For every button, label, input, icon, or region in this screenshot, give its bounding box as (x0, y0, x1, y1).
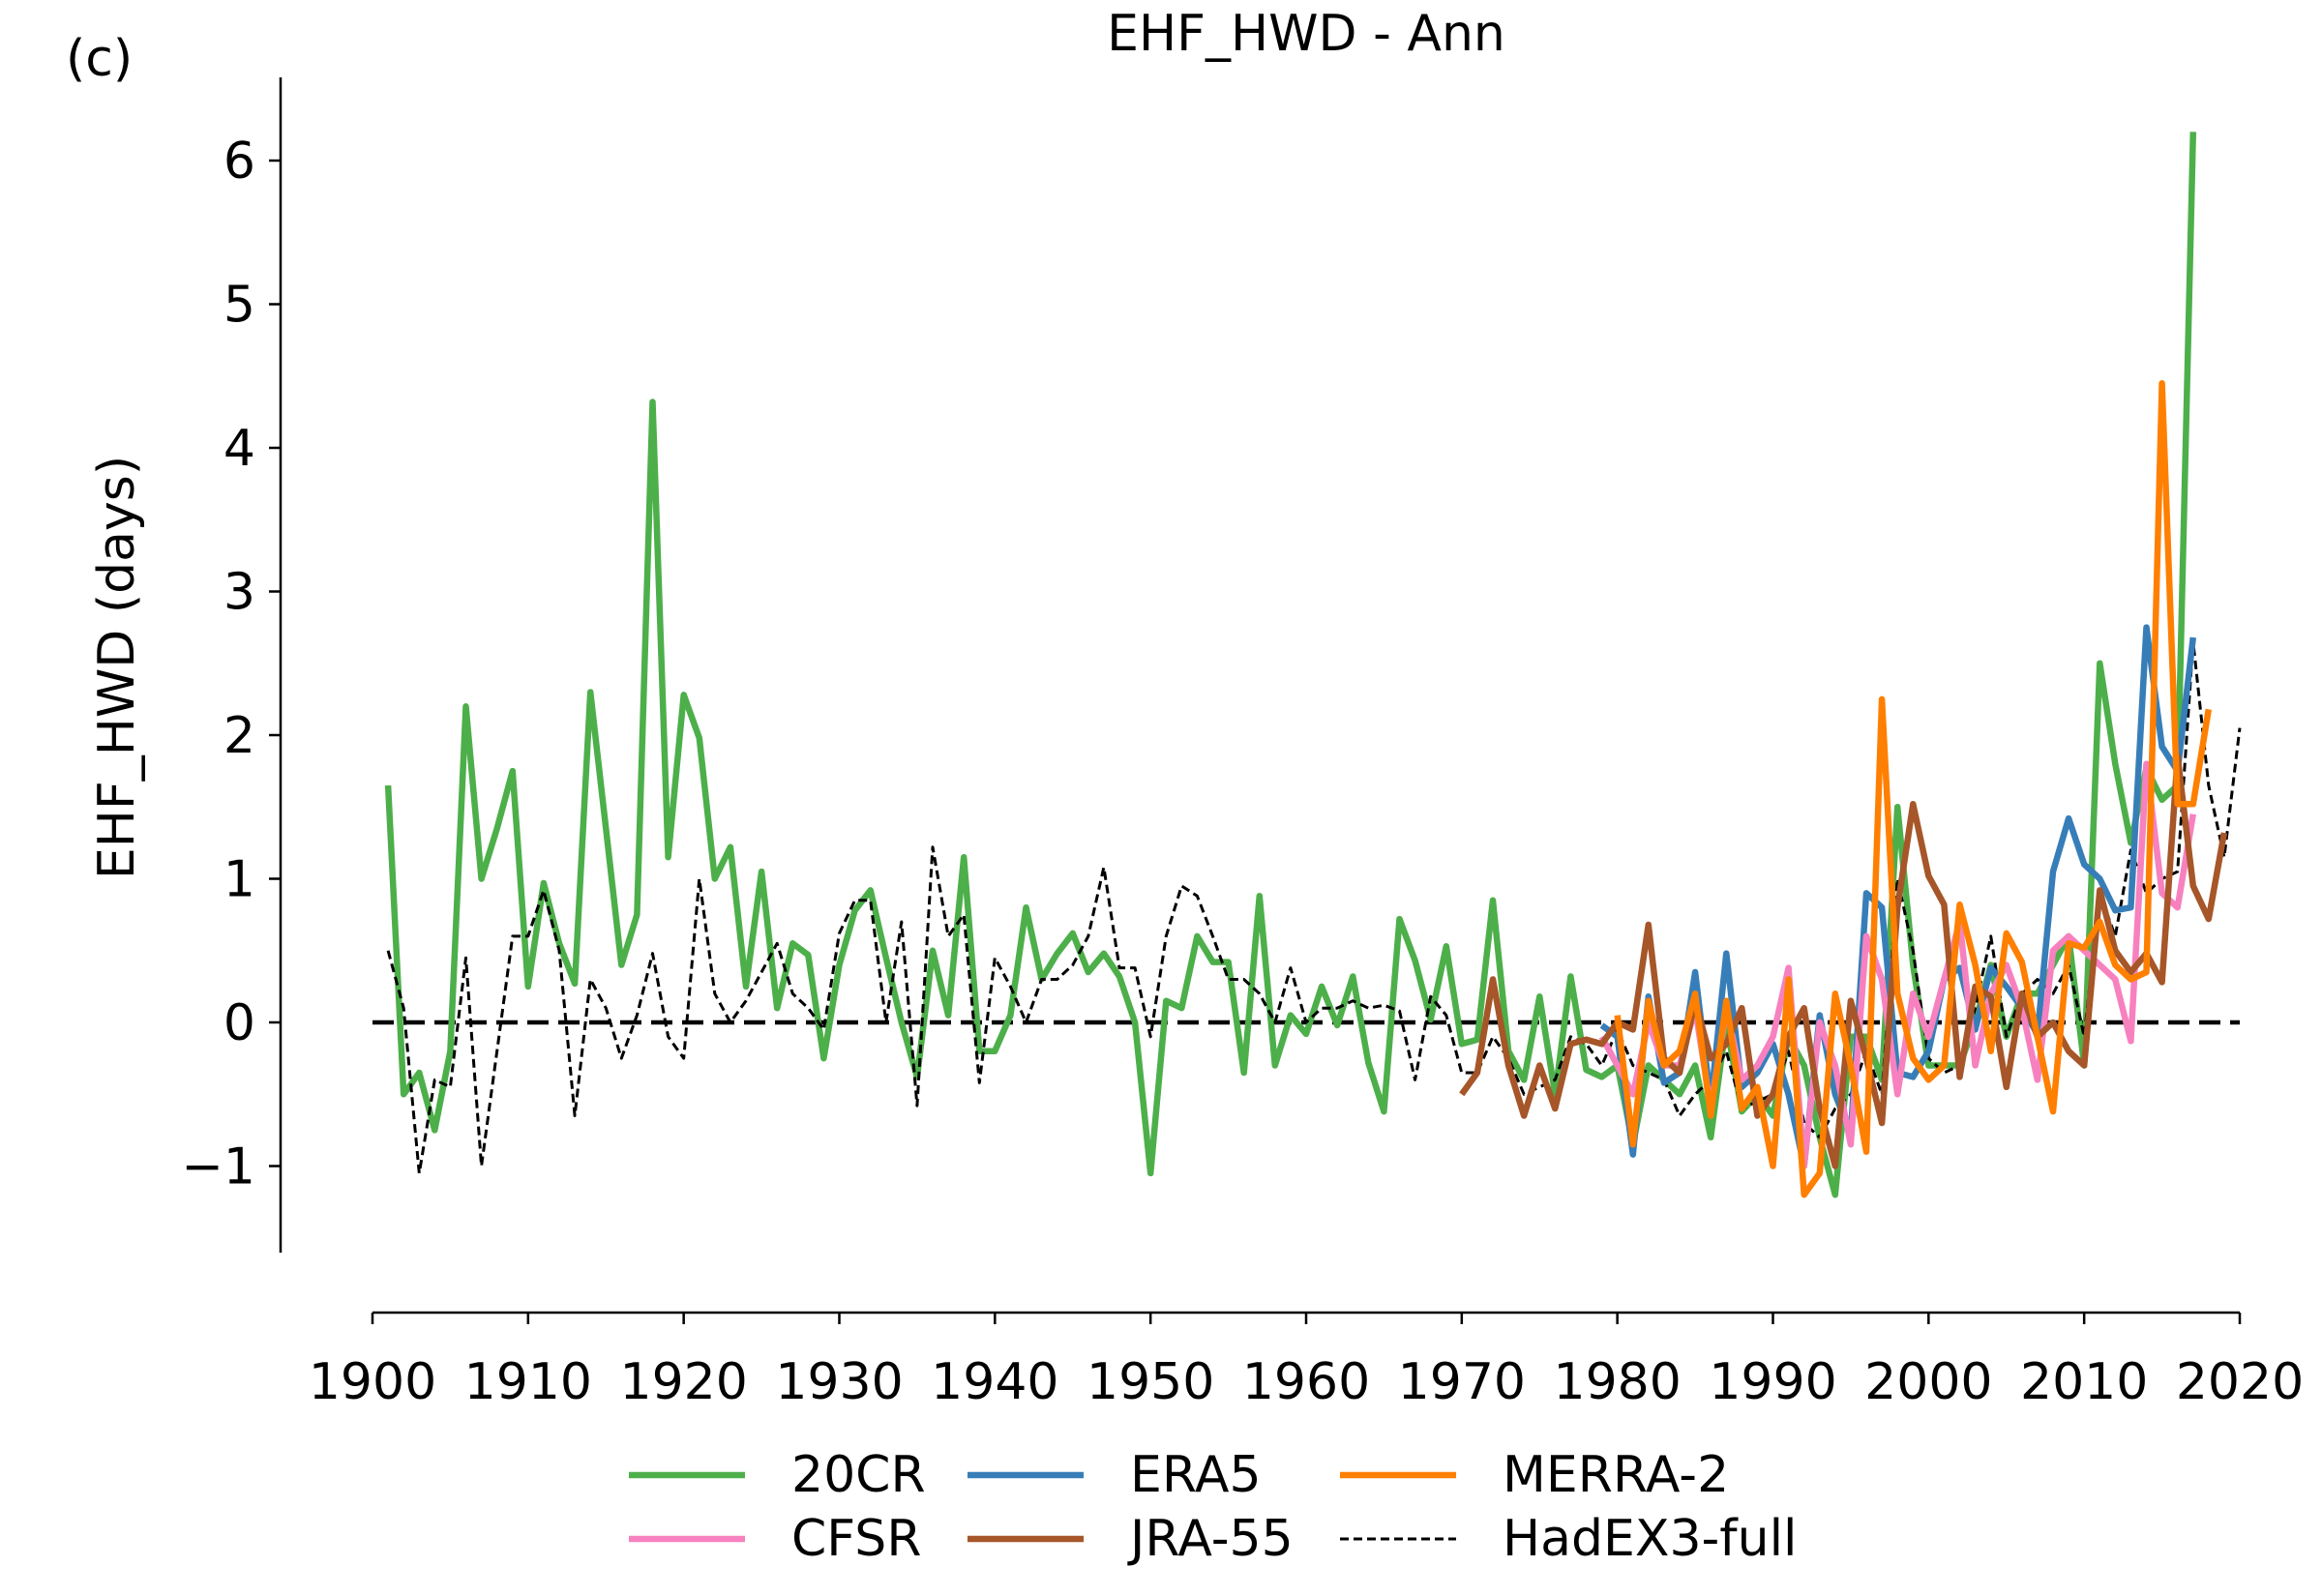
x-tick-label: 1950 (1087, 1353, 1214, 1411)
legend-item: 20CR (629, 1446, 926, 1504)
chart-title: EHF_HWD - Ann (1107, 5, 1505, 63)
x-tick-label: 2010 (2020, 1353, 2148, 1411)
x-tick-label: 1930 (775, 1353, 903, 1411)
legend-label: CFSR (791, 1510, 921, 1568)
legend-item: JRA-55 (968, 1510, 1294, 1568)
legend-label: 20CR (791, 1446, 926, 1504)
axes: −1 0 1 2 3 4 5 6 1900 1910 1920 1930 1940 1950 1960 197… (181, 77, 2304, 1411)
panel-label: (c) (66, 30, 133, 88)
y-tick-label: 1 (223, 851, 255, 909)
y-tick-label: 3 (223, 564, 255, 622)
x-tick-label: 1940 (931, 1353, 1058, 1411)
x-tick-label: 1910 (464, 1353, 592, 1411)
y-tick-label: 2 (223, 707, 255, 765)
y-tick-label: 0 (223, 994, 255, 1052)
series-line-20cr (384, 132, 2197, 1198)
x-tick-label: 1990 (1709, 1353, 1836, 1411)
legend-item: CFSR (629, 1510, 921, 1568)
legend-label: ERA5 (1130, 1446, 1262, 1504)
series-line-merra-2 (1614, 379, 2213, 1198)
series-line-jra-55 (1459, 754, 2228, 1169)
x-tick-label: 1970 (1398, 1353, 1526, 1411)
x-tick-label: 1960 (1242, 1353, 1370, 1411)
y-tick-label: −1 (181, 1138, 255, 1197)
series-layer (384, 132, 2242, 1198)
legend-item: HadEX3-full (1340, 1510, 1797, 1568)
legend-label: MERRA-2 (1503, 1446, 1729, 1504)
legend-label: JRA-55 (1127, 1510, 1294, 1568)
x-tick-label: 1980 (1553, 1353, 1681, 1411)
x-tick-label: 2020 (2176, 1353, 2304, 1411)
x-tick-label: 1900 (309, 1353, 436, 1411)
legend-item: ERA5 (968, 1446, 1262, 1504)
legend-item: MERRA-2 (1340, 1446, 1729, 1504)
y-tick-label: 6 (223, 133, 255, 191)
series-line-hadex3-full (386, 640, 2242, 1175)
y-tick-label: 4 (223, 420, 255, 478)
legend-label: HadEX3-full (1503, 1510, 1797, 1568)
y-axis-label: EHF_HWD (days) (88, 456, 146, 879)
legend: 20CR ERA5 MERRA-2 CFSR JRA-55 HadEX3-full (629, 1446, 1797, 1568)
y-tick-label: 5 (223, 277, 255, 335)
x-tick-label: 1920 (619, 1353, 747, 1411)
x-tick-label: 2000 (1864, 1353, 1992, 1411)
